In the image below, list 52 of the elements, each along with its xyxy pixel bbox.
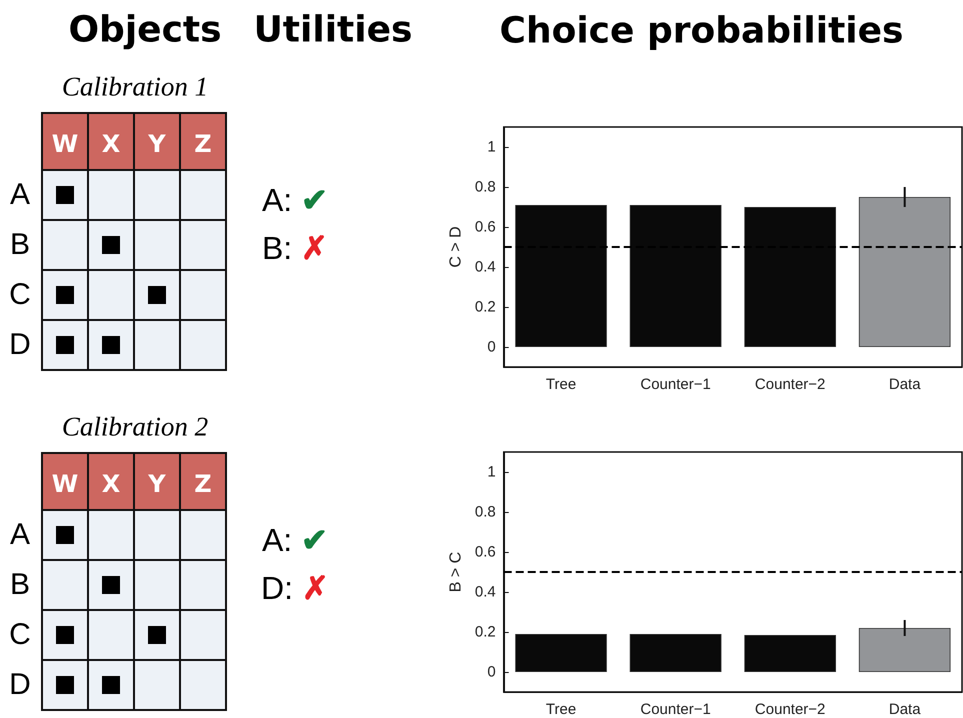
text: B <box>10 568 30 602</box>
text: C <box>9 618 31 652</box>
y-tick-label: 0.4 <box>474 258 496 276</box>
x-tick-label: Counter−1 <box>640 376 711 393</box>
text: Z <box>194 470 212 498</box>
y-tick-label: 0 <box>487 338 496 356</box>
bar <box>515 634 607 672</box>
y-axis-title: B > C <box>448 552 464 592</box>
y-tick-label: 1 <box>487 464 496 480</box>
y-tick-label: 0.6 <box>474 544 496 560</box>
chart-title: Choice probabilities <box>500 10 904 52</box>
text: D <box>9 328 31 362</box>
text: Utilities <box>254 10 412 50</box>
y-tick-label: 0.4 <box>474 584 496 600</box>
text: Z <box>194 130 212 158</box>
text: Y <box>148 130 166 158</box>
y-tick-label: 0.2 <box>474 624 496 640</box>
bar <box>744 635 836 672</box>
bar <box>858 197 951 347</box>
text: A: ✔ <box>262 181 328 219</box>
text: X <box>102 470 120 498</box>
bar <box>630 634 722 672</box>
text: B: ✗ <box>262 229 328 267</box>
text: W <box>52 470 78 498</box>
text: D: ✗ <box>261 569 329 607</box>
y-axis-title: C > D <box>448 226 464 268</box>
text: A <box>10 178 30 212</box>
x-tick-label: Data <box>888 701 922 718</box>
x-tick-label: Tree <box>546 376 576 393</box>
text: X <box>102 130 120 158</box>
text: B <box>10 228 30 262</box>
text: C <box>9 278 31 312</box>
y-tick-label: 0 <box>487 664 496 680</box>
text: A: ✔ <box>262 521 328 559</box>
text: W <box>52 130 78 158</box>
x-tick-label: Counter−2 <box>754 701 826 718</box>
y-tick-label: 0.8 <box>474 504 496 520</box>
y-tick-label: 0.2 <box>474 298 496 316</box>
y-tick-label: 1 <box>487 138 496 156</box>
x-tick-label: Counter−2 <box>754 376 826 393</box>
x-tick-label: Tree <box>546 701 576 718</box>
text: D <box>9 668 31 702</box>
text: A <box>10 518 30 552</box>
text: Y <box>148 470 166 498</box>
text: Calibration 1 <box>62 72 208 102</box>
y-tick-label: 0.6 <box>474 218 496 236</box>
x-tick-label: Counter−1 <box>640 701 711 718</box>
bar <box>858 628 951 672</box>
text: Calibration 2 <box>62 412 208 442</box>
text: Objects <box>68 10 222 50</box>
y-tick-label: 0.8 <box>474 178 496 196</box>
x-tick-label: Data <box>888 376 922 393</box>
